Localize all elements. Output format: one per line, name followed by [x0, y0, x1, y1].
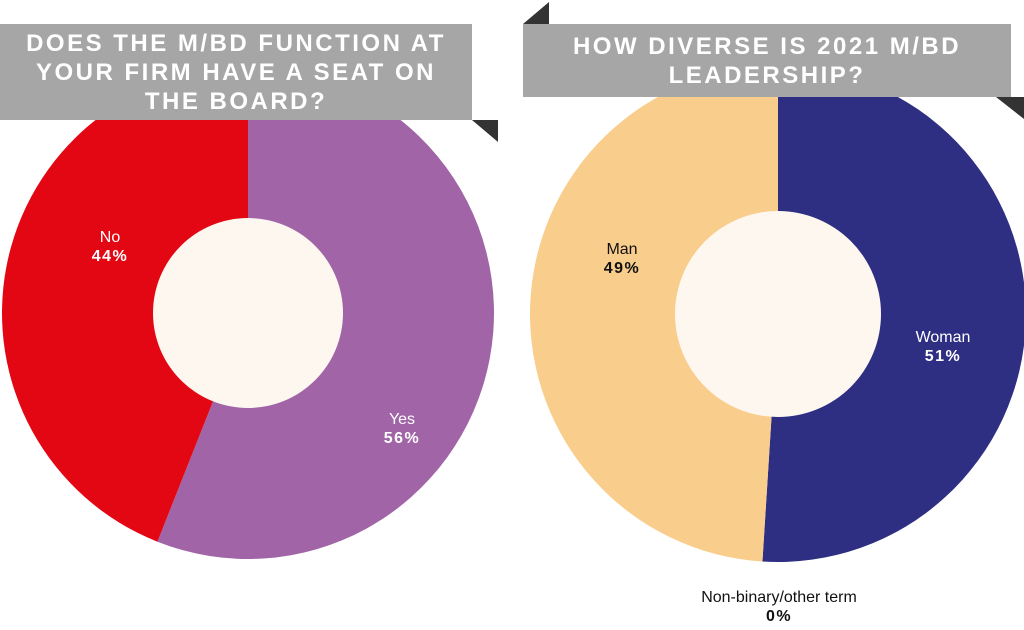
slice-label-woman-value: 51%	[924, 348, 962, 365]
chart-title-seat-on-board: DOES THE M/BD FUNCTION AT YOUR FIRM HAVE…	[0, 24, 472, 120]
pie-slice-man	[530, 66, 778, 562]
slice-label-man-value: 49%	[603, 260, 641, 277]
slice-label-yes-value: 56%	[383, 430, 421, 447]
slice-label-no: No 44%	[70, 228, 150, 266]
pie-seat-on-board	[1, 67, 495, 559]
slice-label-non-binary-value: 0%	[765, 608, 793, 625]
slice-label-man: Man 49%	[582, 240, 662, 278]
donut-hole	[675, 211, 881, 417]
banner-fold-left	[472, 120, 498, 142]
banner-fold-right-top	[523, 2, 549, 24]
slice-label-non-binary: Non-binary/other term 0%	[664, 588, 894, 626]
chart-leadership-diversity: HOW DIVERSE IS 2021 M/BD LEADERSHIP? Man…	[512, 0, 1024, 630]
slice-label-woman-name: Woman	[915, 329, 971, 346]
pie-slice-woman	[762, 66, 1024, 562]
pie-slice-no	[1, 67, 249, 542]
slice-label-man-name: Man	[606, 241, 638, 258]
chart-seat-on-board: DOES THE M/BD FUNCTION AT YOUR FIRM HAVE…	[0, 24, 498, 559]
chart-title-leadership-diversity: HOW DIVERSE IS 2021 M/BD LEADERSHIP?	[523, 24, 1011, 97]
slice-label-non-binary-name: Non-binary/other term	[701, 589, 857, 606]
slice-label-yes: Yes 56%	[362, 410, 442, 448]
slice-label-no-value: 44%	[91, 248, 129, 265]
slice-label-woman: Woman 51%	[898, 328, 988, 366]
slice-label-no-name: No	[99, 229, 121, 246]
donut-hole	[153, 218, 343, 408]
pie-leadership-diversity	[530, 66, 1024, 562]
slice-label-yes-name: Yes	[388, 411, 416, 428]
banner-fold-right-bottom	[996, 97, 1024, 119]
